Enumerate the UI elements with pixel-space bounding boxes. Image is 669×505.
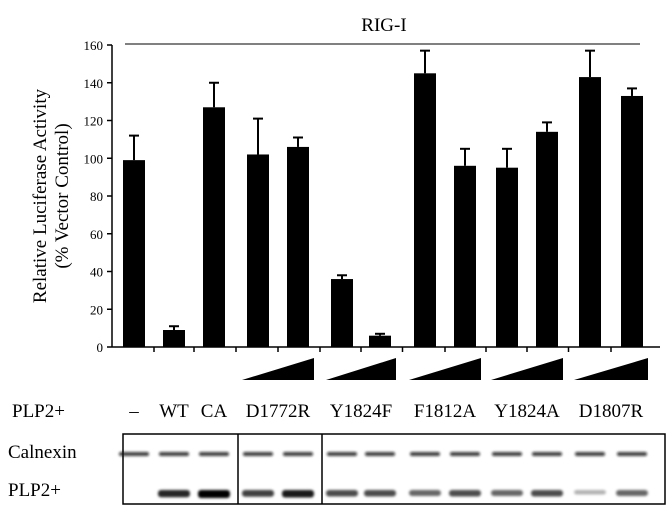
- bar: [331, 279, 353, 347]
- band: [531, 490, 563, 497]
- dose-triangle: [242, 358, 314, 380]
- bar: [579, 77, 601, 347]
- band: [282, 490, 314, 498]
- y-tick-label: 120: [84, 114, 104, 129]
- band: [491, 490, 523, 496]
- bar: [163, 330, 185, 347]
- band: [450, 452, 480, 456]
- dose-triangle: [326, 358, 396, 380]
- lane-label: F1812A: [414, 401, 477, 422]
- band: [409, 490, 441, 496]
- bar: [496, 168, 518, 347]
- band: [410, 452, 440, 456]
- band: [158, 490, 190, 497]
- y-axis-label: Relative Luciferase Activity: [30, 88, 51, 303]
- band: [327, 452, 357, 456]
- lane-label: D1807R: [579, 401, 644, 422]
- y-axis-label: (% Vector Control): [52, 123, 73, 268]
- band: [198, 490, 230, 498]
- dose-triangle: [409, 358, 481, 380]
- band: [575, 452, 605, 456]
- band: [242, 490, 274, 497]
- bar: [454, 166, 476, 347]
- band: [283, 452, 313, 456]
- lane-label: D1772R: [246, 401, 311, 422]
- band: [617, 452, 647, 456]
- figure: RIG-I Relative Luciferase Activity (% Ve…: [0, 0, 669, 505]
- y-tick-label: 20: [90, 302, 103, 317]
- lane-label: Y1824A: [494, 401, 560, 422]
- bar: [536, 132, 558, 347]
- blot-label: Calnexin: [8, 442, 77, 463]
- dose-triangle: [574, 358, 648, 380]
- band: [574, 490, 606, 495]
- lane-label: CA: [201, 401, 228, 422]
- band: [364, 490, 396, 497]
- y-tick-label: 160: [84, 38, 104, 53]
- y-tick-label: 60: [90, 227, 103, 242]
- band: [326, 490, 358, 497]
- band: [159, 452, 189, 456]
- y-tick-label: 140: [84, 76, 104, 91]
- bar: [621, 96, 643, 347]
- chart-title: RIG-I: [361, 15, 406, 36]
- band: [119, 452, 149, 456]
- lane-label: Y1824F: [330, 401, 392, 422]
- y-tick-label: 40: [90, 265, 103, 280]
- lane-label: –: [128, 401, 139, 422]
- bar: [287, 147, 309, 347]
- bar: [369, 336, 391, 347]
- bar: [414, 73, 436, 347]
- row-label: PLP2+: [12, 401, 65, 422]
- band: [492, 452, 522, 456]
- band: [243, 452, 273, 456]
- lane-label: WT: [159, 401, 189, 422]
- bar: [123, 160, 145, 347]
- band: [616, 490, 648, 496]
- bar: [247, 154, 269, 347]
- band: [365, 452, 395, 456]
- y-tick-label: 0: [97, 340, 104, 355]
- y-tick-label: 100: [84, 151, 104, 166]
- band: [532, 452, 562, 456]
- y-tick-label: 80: [90, 189, 103, 204]
- dose-triangle: [491, 358, 563, 380]
- bar: [203, 107, 225, 347]
- band: [449, 490, 481, 497]
- blot-label: PLP2+: [8, 480, 61, 501]
- band: [199, 452, 229, 456]
